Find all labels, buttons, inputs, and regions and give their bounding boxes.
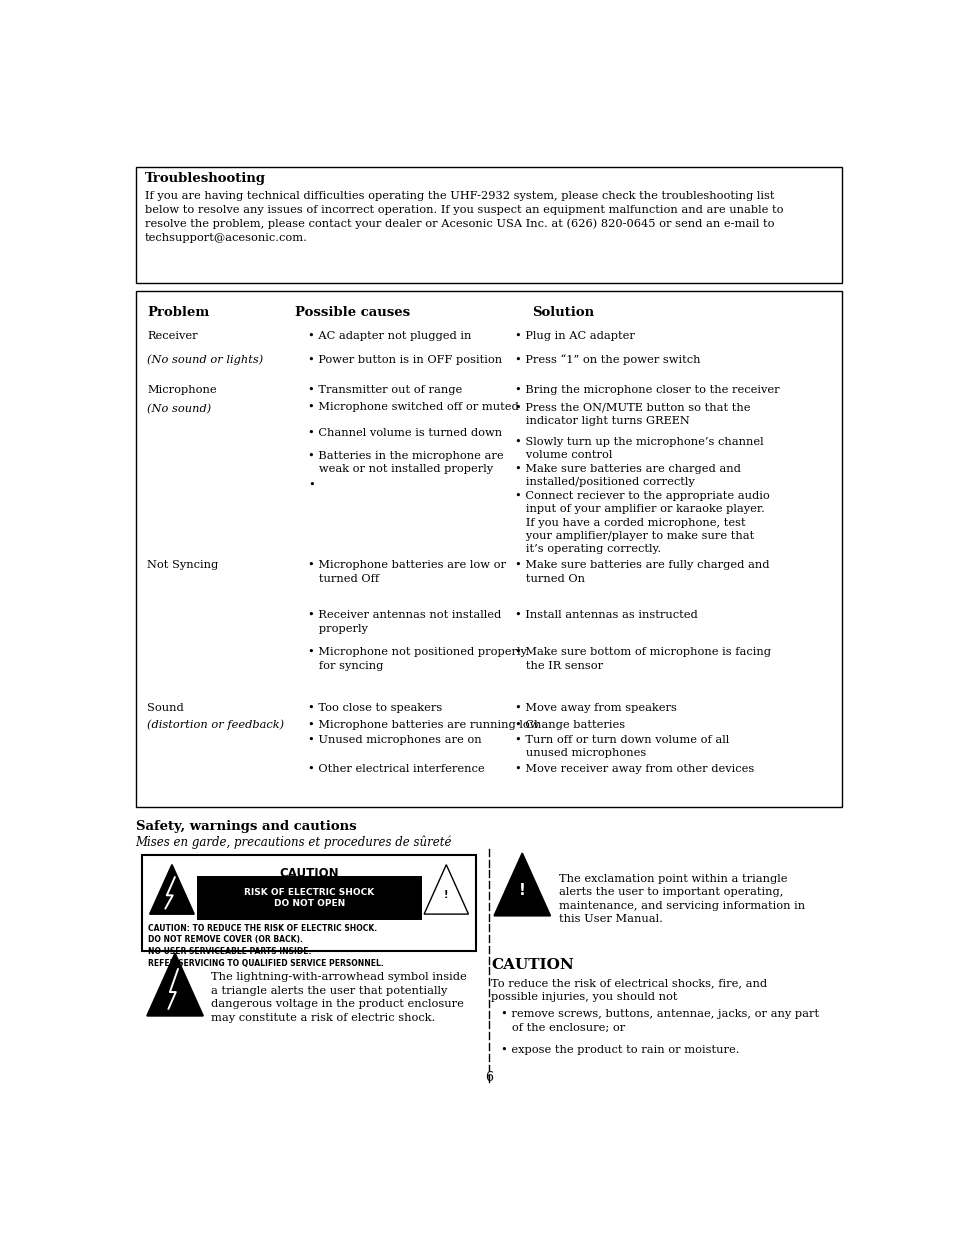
Text: If you are having technical difficulties operating the UHF-2932 system, please c: If you are having technical difficulties…	[145, 191, 782, 243]
Text: • expose the product to rain or moisture.: • expose the product to rain or moisture…	[500, 1045, 739, 1055]
Text: RISK OF ELECTRIC SHOCK
DO NOT OPEN: RISK OF ELECTRIC SHOCK DO NOT OPEN	[244, 888, 374, 908]
Text: CAUTION: CAUTION	[491, 958, 574, 972]
Text: • Change batteries: • Change batteries	[515, 720, 624, 730]
Text: • Microphone switched off or muted: • Microphone switched off or muted	[308, 403, 518, 412]
Polygon shape	[424, 864, 468, 914]
Text: (No sound): (No sound)	[147, 404, 212, 415]
Text: • AC adapter not plugged in: • AC adapter not plugged in	[308, 331, 471, 341]
Text: • Other electrical interference: • Other electrical interference	[308, 764, 484, 774]
Text: • Make sure batteries are fully charged and
   turned On: • Make sure batteries are fully charged …	[515, 561, 768, 583]
FancyBboxPatch shape	[135, 290, 841, 806]
Text: Sound: Sound	[147, 703, 184, 713]
FancyBboxPatch shape	[135, 168, 841, 283]
Text: • Microphone batteries are running low: • Microphone batteries are running low	[308, 720, 538, 730]
Text: CAUTION: CAUTION	[279, 867, 338, 879]
Text: Problem: Problem	[147, 306, 210, 319]
Text: • Bring the microphone closer to the receiver: • Bring the microphone closer to the rec…	[515, 385, 779, 395]
Polygon shape	[147, 953, 203, 1016]
Text: • Microphone not positioned properly
   for syncing: • Microphone not positioned properly for…	[308, 647, 526, 671]
Text: • Press the ON/MUTE button so that the
   indicator light turns GREEN: • Press the ON/MUTE button so that the i…	[515, 403, 749, 426]
Text: • Turn off or turn down volume of all
   unused microphones: • Turn off or turn down volume of all un…	[515, 735, 728, 758]
Text: • Press “1” on the power switch: • Press “1” on the power switch	[515, 354, 700, 366]
Text: • Too close to speakers: • Too close to speakers	[308, 703, 441, 713]
Text: Not Syncing: Not Syncing	[147, 561, 218, 571]
Text: !: !	[518, 883, 525, 898]
Polygon shape	[150, 864, 193, 914]
Text: • Slowly turn up the microphone’s channel
   volume control: • Slowly turn up the microphone’s channe…	[515, 437, 762, 461]
Text: • Power button is in OFF position: • Power button is in OFF position	[308, 354, 501, 364]
Text: Microphone: Microphone	[147, 385, 216, 395]
Text: Mises en garde, precautions et procedures de sûreté: Mises en garde, precautions et procedure…	[135, 836, 452, 850]
Text: • remove screws, buttons, antennae, jacks, or any part
   of the enclosure; or: • remove screws, buttons, antennae, jack…	[500, 1009, 818, 1032]
Text: • Make sure batteries are charged and
   installed/positioned correctly: • Make sure batteries are charged and in…	[515, 464, 740, 488]
Text: Possible causes: Possible causes	[294, 306, 409, 319]
Text: • Plug in AC adapter: • Plug in AC adapter	[515, 331, 634, 341]
Text: (No sound or lights): (No sound or lights)	[147, 354, 263, 366]
Text: Troubleshooting: Troubleshooting	[145, 172, 266, 185]
Text: • Move away from speakers: • Move away from speakers	[515, 703, 676, 713]
FancyBboxPatch shape	[142, 855, 476, 951]
Text: • Receiver antennas not installed
   properly: • Receiver antennas not installed proper…	[308, 610, 500, 634]
Text: • Transmitter out of range: • Transmitter out of range	[308, 385, 461, 395]
Text: •: •	[308, 479, 314, 489]
Text: The lightning-with-arrowhead symbol inside
a triangle alerts the user that poten: The lightning-with-arrowhead symbol insi…	[211, 972, 466, 1023]
Text: To reduce the risk of electrical shocks, fire, and
possible injuries, you should: To reduce the risk of electrical shocks,…	[491, 978, 766, 1002]
Text: • Channel volume is turned down: • Channel volume is turned down	[308, 427, 501, 437]
Text: CAUTION: TO REDUCE THE RISK OF ELECTRIC SHOCK.
DO NOT REMOVE COVER (OR BACK).
NO: CAUTION: TO REDUCE THE RISK OF ELECTRIC …	[149, 924, 384, 968]
FancyBboxPatch shape	[196, 876, 421, 920]
Text: • Install antennas as instructed: • Install antennas as instructed	[515, 610, 697, 620]
Text: • Make sure bottom of microphone is facing
   the IR sensor: • Make sure bottom of microphone is faci…	[515, 647, 770, 671]
Text: • Unused microphones are on: • Unused microphones are on	[308, 735, 481, 745]
Text: Safety, warnings and cautions: Safety, warnings and cautions	[135, 820, 355, 832]
Text: • Batteries in the microphone are
   weak or not installed properly: • Batteries in the microphone are weak o…	[308, 451, 503, 474]
Text: (distortion or feedback): (distortion or feedback)	[147, 720, 284, 730]
Text: • Microphone batteries are low or
   turned Off: • Microphone batteries are low or turned…	[308, 561, 505, 583]
Text: Receiver: Receiver	[147, 331, 198, 341]
Text: !: !	[443, 890, 448, 900]
Text: Solution: Solution	[531, 306, 594, 319]
Text: • Connect reciever to the appropriate audio
   input of your amplifier or karaok: • Connect reciever to the appropriate au…	[515, 490, 769, 555]
Text: The exclamation point within a triangle
alerts the user to important operating,
: The exclamation point within a triangle …	[558, 873, 804, 924]
Text: • Move receiver away from other devices: • Move receiver away from other devices	[515, 764, 753, 774]
Text: 6: 6	[484, 1071, 493, 1084]
Polygon shape	[494, 853, 550, 916]
